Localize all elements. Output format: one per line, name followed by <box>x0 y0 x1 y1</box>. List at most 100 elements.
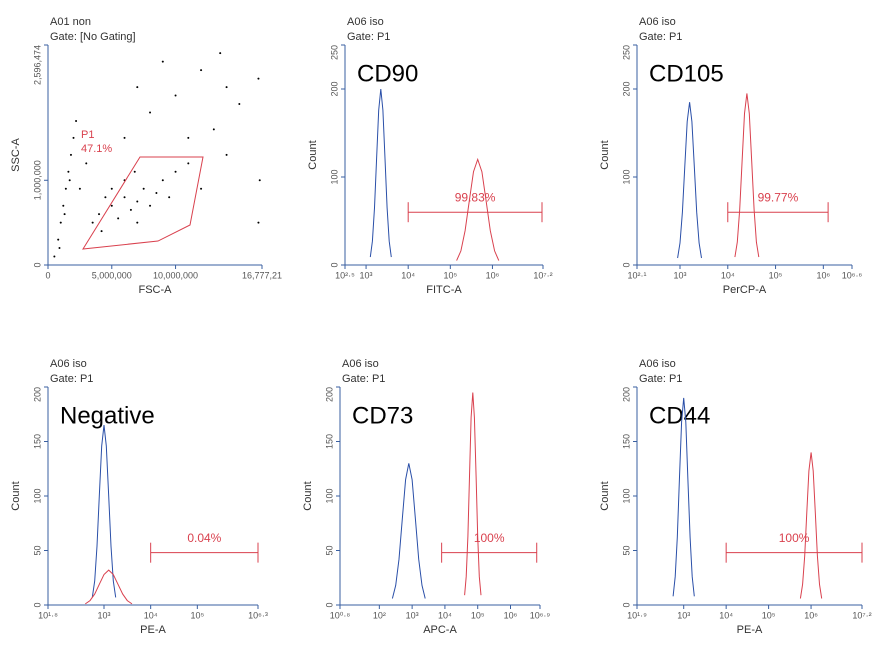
x-axis-label: FSC-A <box>139 284 173 296</box>
x-tick-label: 10³ <box>677 610 690 620</box>
panel-title: A06 iso <box>50 358 87 370</box>
event-dot <box>238 103 241 106</box>
panel-title: A06 iso <box>639 358 676 370</box>
y-axis-label: Count <box>10 481 22 510</box>
event-dot <box>85 162 88 165</box>
y-axis-label: Count <box>599 481 611 510</box>
event-dot <box>72 136 75 139</box>
event-dot <box>257 221 260 224</box>
y-axis-label: Count <box>599 140 611 169</box>
panel: A06 iso Gate: P1 CD90 FITC-A Count 0 100 200 250… <box>307 16 553 296</box>
event-dot <box>142 187 145 190</box>
x-tick-label: 5,000,000 <box>92 270 132 280</box>
x-tick-label: 10⁶ <box>816 270 830 280</box>
x-tick-label: 10⁴ <box>438 610 452 620</box>
panel-subtitle: Gate: P1 <box>347 31 390 43</box>
event-dot <box>123 136 126 139</box>
x-axis-label: APC-A <box>423 624 457 636</box>
histogram-curve <box>456 157 500 261</box>
x-tick-label: 10⁷·² <box>852 610 871 620</box>
histogram-curve <box>672 397 695 597</box>
panel: A06 iso Gate: P1 CD73 APC-A Count 0 50 100 150 20… <box>302 358 551 636</box>
event-dot <box>63 213 66 216</box>
x-tick-label: 10,000,000 <box>153 270 198 280</box>
panel: A01 non Gate: [No Gating] FSC-A SSC-A 0 1,000… <box>10 16 282 296</box>
y-tick-label: 100 <box>621 488 631 503</box>
histogram-curve <box>85 569 133 605</box>
x-tick-label: 10⁴ <box>719 610 733 620</box>
y-tick-label: 250 <box>329 45 339 60</box>
gate-name: P1 <box>81 129 94 141</box>
x-tick-label: 10² <box>373 610 386 620</box>
x-axis-label: FITC-A <box>426 284 462 296</box>
y-tick-label: 50 <box>621 545 631 555</box>
panel-subtitle: Gate: P1 <box>342 373 385 385</box>
panel-subtitle: Gate: P1 <box>639 31 682 43</box>
y-tick-label: 0 <box>329 262 339 267</box>
x-tick-label: 10⁶·⁶ <box>842 270 863 280</box>
x-tick-label: 10⁴ <box>401 270 415 280</box>
event-dot <box>67 170 70 173</box>
event-dot <box>64 187 67 190</box>
event-dot <box>110 187 113 190</box>
x-tick-label: 10⁵ <box>190 610 204 620</box>
event-dot <box>200 187 203 190</box>
panel: A06 iso Gate: P1 CD105 PerCP-A Count 0 100 200 2… <box>599 16 863 296</box>
y-tick-label: 100 <box>329 169 339 184</box>
event-dot <box>133 170 136 173</box>
y-axis-label: Count <box>307 140 319 169</box>
event-dot <box>110 204 113 207</box>
y-tick-label: 200 <box>324 387 334 402</box>
x-tick-label: 10⁵ <box>769 270 783 280</box>
panel-label: Negative <box>60 402 155 429</box>
event-dot <box>58 247 61 250</box>
x-tick-label: 10⁴ <box>721 270 735 280</box>
event-dot <box>59 221 62 224</box>
panel-subtitle: Gate: P1 <box>50 373 93 385</box>
y-tick-label: 100 <box>621 169 631 184</box>
y-tick-label: 100 <box>324 488 334 503</box>
event-dot <box>69 153 72 156</box>
marker-label: 0.04% <box>187 531 221 545</box>
event-dot <box>174 170 177 173</box>
histogram-curve <box>734 93 760 258</box>
x-tick-label: 16,777,21 <box>242 270 282 280</box>
y-tick-label: 250 <box>621 45 631 60</box>
event-dot <box>129 208 132 211</box>
x-tick-label: 10³ <box>360 270 373 280</box>
event-dot <box>149 204 152 207</box>
panel: A06 iso Gate: P1 CD44 PE-A Count 0 50 100 150 200… <box>599 358 872 636</box>
x-tick-label: 10¹·⁸ <box>38 610 58 620</box>
x-tick-label: 10⁶·⁹ <box>530 610 551 620</box>
x-tick-label: 10³ <box>406 610 419 620</box>
panel-label: CD44 <box>649 402 710 429</box>
event-dot <box>104 196 107 199</box>
x-tick-label: 10⁶ <box>486 270 500 280</box>
event-dot <box>136 86 139 89</box>
x-tick-label: 10⁰·⁸ <box>330 610 351 620</box>
y-tick-label: 0 <box>621 262 631 267</box>
y-tick-label: 2,596,474 <box>32 45 42 85</box>
gate-percent: 47.1% <box>81 143 112 155</box>
event-dot <box>161 60 164 63</box>
histogram-curve <box>464 392 482 596</box>
y-tick-label: 100 <box>32 488 42 503</box>
x-tick-label: 0 <box>45 270 50 280</box>
event-dot <box>98 213 101 216</box>
event-dot <box>187 136 190 139</box>
event-dot <box>187 162 190 165</box>
y-tick-label: 200 <box>329 81 339 96</box>
event-dot <box>200 69 203 72</box>
event-dot <box>258 179 261 182</box>
event-dot <box>168 196 171 199</box>
event-dot <box>225 86 228 89</box>
x-tick-label: 10³ <box>673 270 686 280</box>
x-tick-label: 10⁴ <box>144 610 158 620</box>
event-dot <box>257 77 260 80</box>
histogram-curve <box>391 463 426 599</box>
panel-title: A06 iso <box>342 358 379 370</box>
x-axis-label: PE-A <box>140 624 166 636</box>
event-dot <box>68 179 71 182</box>
event-dot <box>212 128 215 131</box>
